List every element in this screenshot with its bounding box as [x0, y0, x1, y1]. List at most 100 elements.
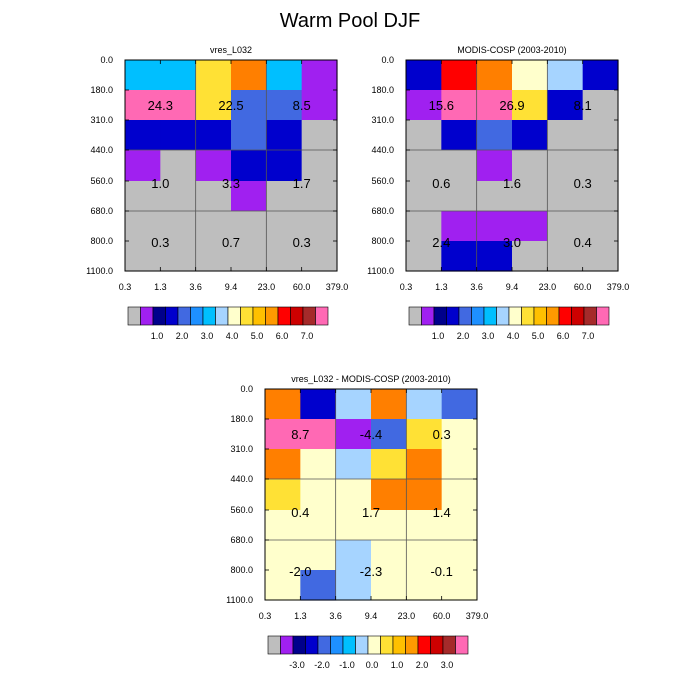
colorbar-swatch [546, 306, 560, 326]
heatmap-cell [160, 90, 197, 121]
cell-value-label: 8.7 [291, 427, 309, 442]
x-tick-label: 1.3 [435, 282, 448, 292]
heatmap-cell [335, 419, 372, 450]
heatmap-cell [371, 510, 407, 541]
heatmap-cell [582, 150, 619, 182]
heatmap-cell [195, 60, 232, 91]
panel-title: MODIS-COSP (2003-2010) [457, 45, 566, 55]
heatmap-cell [160, 120, 197, 151]
heatmap-cell [125, 60, 161, 91]
x-tick-label: 23.0 [258, 282, 276, 292]
heatmap-cell [547, 181, 584, 212]
x-tick-label: 379.0 [466, 611, 489, 621]
heatmap-cell [195, 241, 232, 272]
colorbar-label: 3.0 [482, 331, 495, 341]
y-tick-label: 1100.0 [86, 266, 113, 276]
heatmap-cell [160, 60, 197, 91]
cell-value-label: 22.5 [218, 98, 243, 113]
heatmap-cell [371, 419, 407, 450]
heatmap-cell [441, 90, 478, 121]
heatmap-cell [582, 90, 619, 121]
heatmap-cell [300, 540, 337, 571]
heatmap-cell [476, 211, 513, 242]
heatmap-cell [160, 150, 197, 182]
colorbar-swatch [458, 306, 472, 326]
colorbar-swatch [190, 306, 204, 326]
heatmap-cell [582, 120, 619, 151]
cell-value-label: 1.0 [151, 176, 169, 191]
heatmap-cell [266, 241, 303, 272]
y-tick-label: 1100.0 [367, 266, 394, 276]
cell-value-label: 2.4 [432, 235, 450, 250]
heatmap-cell [441, 150, 478, 182]
cell-value-label: 0.3 [151, 235, 169, 250]
heatmap-cell [547, 211, 584, 242]
heatmap-cell [195, 150, 232, 182]
colorbar-label: -2.0 [314, 660, 330, 670]
colorbar-swatch [315, 306, 329, 326]
cell-value-label: 8.5 [293, 98, 311, 113]
colorbar-label: 6.0 [557, 331, 570, 341]
colorbar-swatch [152, 306, 166, 326]
heatmap-cell [582, 241, 619, 272]
heatmap-cell [441, 570, 478, 601]
colorbar-swatch [280, 635, 294, 655]
heatmap-cell [301, 150, 338, 182]
heatmap-cell [335, 389, 372, 420]
x-tick-label: 60.0 [293, 282, 311, 292]
heatmap-cell [441, 510, 478, 541]
cell-value-label: 1.7 [293, 176, 311, 191]
heatmap-cell [125, 181, 161, 212]
colorbar-label: 7.0 [582, 331, 595, 341]
heatmap-cell [406, 419, 443, 450]
x-tick-label: 379.0 [326, 282, 349, 292]
heatmap-cell [301, 60, 338, 91]
heatmap-cell [195, 120, 232, 151]
x-tick-label: 0.3 [259, 611, 272, 621]
colorbar-label: 3.0 [201, 331, 214, 341]
cell-value-label: 0.3 [433, 427, 451, 442]
heatmap-cell [441, 449, 478, 480]
heatmap-cell [371, 540, 407, 571]
heatmap-cell [441, 211, 478, 242]
colorbar-swatch [583, 306, 597, 326]
heatmap-cell [265, 389, 301, 420]
heatmap-cell [300, 510, 337, 541]
heatmap-cell [300, 479, 337, 511]
y-tick-label: 0.0 [381, 55, 394, 65]
heatmap-cell [265, 570, 301, 601]
heatmap-cell [265, 449, 301, 480]
heatmap-cell [406, 389, 443, 420]
cell-value-label: 0.3 [574, 176, 592, 191]
heatmap-cell [125, 241, 161, 272]
x-tick-label: 9.4 [365, 611, 378, 621]
heatmap-cell [512, 241, 548, 272]
colorbar-label: 7.0 [301, 331, 314, 341]
y-tick-label: 440.0 [230, 474, 253, 484]
colorbar-swatch [380, 635, 394, 655]
cell-value-label: 1.6 [503, 176, 521, 191]
cell-value-label: 3.0 [503, 235, 521, 250]
heatmap-cell [512, 90, 548, 121]
heatmap-cell [265, 540, 301, 571]
heatmap-cell [582, 181, 619, 212]
heatmap-cell [266, 181, 303, 212]
heatmap-cell [547, 60, 584, 91]
colorbar-swatch [446, 306, 460, 326]
y-tick-label: 560.0 [230, 505, 253, 515]
heatmap-cell [231, 241, 267, 272]
cell-value-label: 0.6 [432, 176, 450, 191]
y-tick-label: 180.0 [230, 414, 253, 424]
panel-title: vres_L032 - MODIS-COSP (2003-2010) [291, 374, 450, 384]
heatmap-cell [406, 479, 443, 511]
cell-value-label: 0.3 [293, 235, 311, 250]
colorbar-swatch [140, 306, 154, 326]
heatmap-cell [582, 60, 619, 91]
cell-value-label: 26.9 [499, 98, 524, 113]
x-tick-label: 23.0 [398, 611, 416, 621]
heatmap-cell [406, 540, 443, 571]
colorbar-swatch [571, 306, 585, 326]
colorbar-swatch [302, 306, 316, 326]
heatmap-cell [301, 120, 338, 151]
colorbar-swatch [330, 635, 344, 655]
